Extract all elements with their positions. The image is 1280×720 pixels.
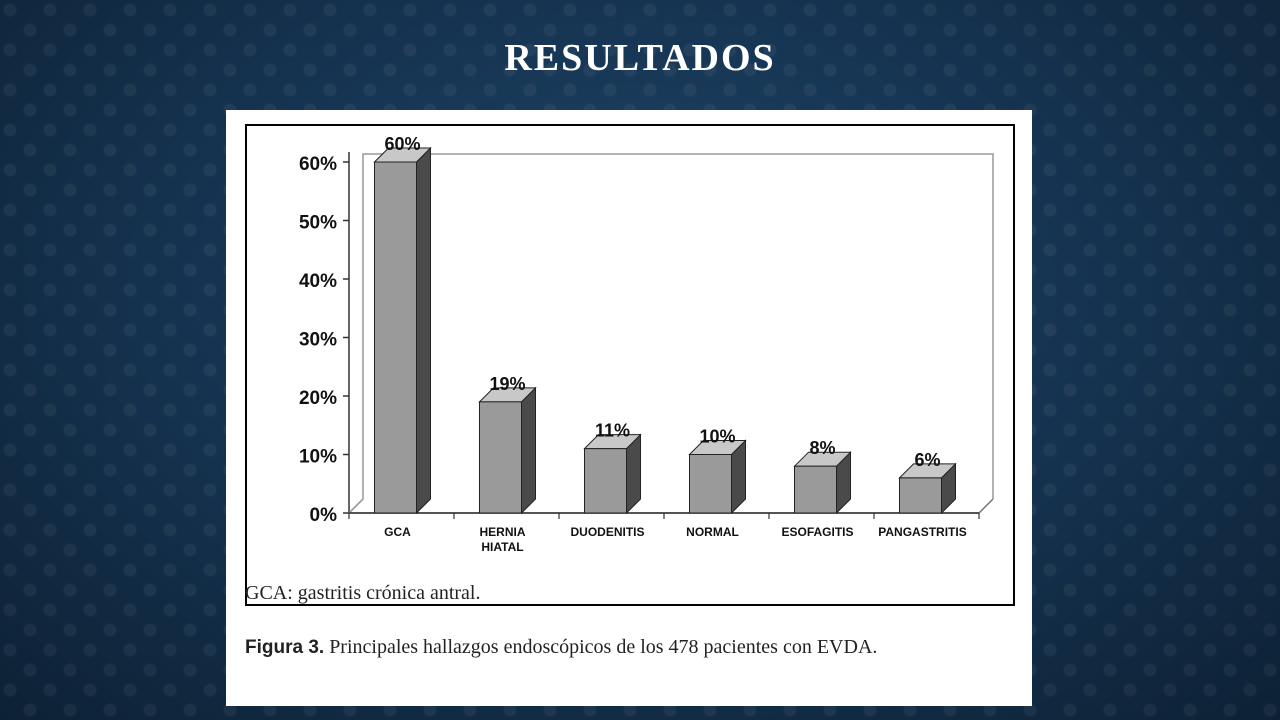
data-label: 11%	[595, 421, 630, 441]
y-tick-label: 20%	[299, 388, 337, 409]
figure-caption: Figura 3. Principales hallazgos endoscóp…	[245, 634, 1020, 661]
figure-note: GCA: gastritis crónica antral.	[245, 582, 481, 604]
figure-image: 0% 10% 20% 30% 40% 50% 60% 60% GCA 19% HERNIA HIATA…	[226, 110, 1032, 706]
chart-frame: 0% 10% 20% 30% 40% 50% 60% 60% GCA 19% HERNIA HIATA…	[245, 124, 1015, 606]
bar-side	[416, 146, 431, 515]
bar	[479, 401, 522, 514]
bar	[794, 465, 837, 514]
bar	[689, 454, 732, 514]
bar-side	[521, 386, 536, 515]
bar-chart: 0% 10% 20% 30% 40% 50% 60% 60% GCA 19% HERNIAHIATA…	[299, 134, 994, 554]
y-tick-label: 10%	[299, 447, 337, 468]
x-tick-label: GCA	[384, 525, 411, 539]
x-tick-label: ESOFAGITIS	[781, 525, 853, 539]
y-tick-label: 60%	[299, 154, 337, 175]
y-tick-label: 50%	[299, 213, 337, 234]
data-label: 19%	[489, 374, 525, 394]
data-label: 10%	[699, 427, 735, 447]
bar	[584, 448, 627, 514]
chart-floor	[349, 498, 994, 514]
bar	[374, 161, 417, 514]
y-tick-label: 0%	[310, 505, 338, 526]
data-label: 6%	[914, 450, 940, 470]
x-tick-label: HERNIA	[479, 525, 525, 539]
data-label: 8%	[809, 438, 835, 458]
caption-text: Principales hallazgos endoscópicos de lo…	[324, 636, 878, 658]
x-tick-label: PANGASTRITIS	[878, 525, 966, 539]
x-tick-label: HIATAL	[481, 540, 523, 554]
slide-title: RESULTADOS	[504, 37, 776, 79]
y-axis-depth	[348, 498, 364, 514]
data-label: 60%	[384, 134, 420, 154]
bar	[899, 477, 942, 514]
x-tick-label: NORMAL	[686, 525, 739, 539]
y-tick-label: 30%	[299, 330, 337, 351]
x-tick-label: DUODENITIS	[570, 525, 644, 539]
chart-back-wall	[348, 153, 994, 514]
caption-label: Figura 3.	[245, 637, 325, 658]
y-tick-label: 40%	[299, 271, 337, 292]
